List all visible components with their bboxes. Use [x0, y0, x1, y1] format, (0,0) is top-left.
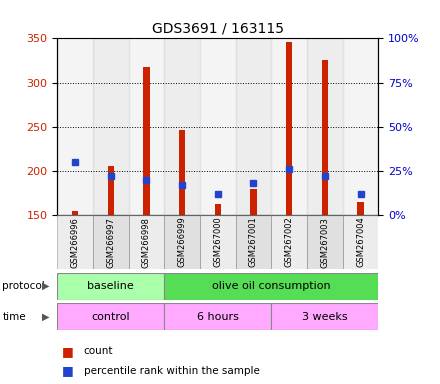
Bar	[128, 215, 164, 269]
Text: GSM267001: GSM267001	[249, 217, 258, 267]
Bar	[179, 130, 185, 215]
Bar	[215, 204, 221, 215]
Bar	[343, 38, 378, 215]
Bar	[200, 38, 236, 215]
Text: count: count	[84, 346, 113, 356]
Text: GSM267004: GSM267004	[356, 217, 365, 267]
Bar	[57, 303, 164, 330]
Text: protocol: protocol	[2, 281, 45, 291]
Text: GSM266998: GSM266998	[142, 217, 151, 268]
Text: ■: ■	[62, 345, 73, 358]
Text: GSM267000: GSM267000	[213, 217, 222, 267]
Bar	[250, 189, 257, 215]
Bar	[57, 273, 164, 300]
Text: 6 hours: 6 hours	[197, 312, 239, 322]
Text: GSM266997: GSM266997	[106, 217, 115, 268]
Text: olive oil consumption: olive oil consumption	[212, 281, 330, 291]
Title: GDS3691 / 163115: GDS3691 / 163115	[152, 22, 284, 36]
Text: percentile rank within the sample: percentile rank within the sample	[84, 366, 260, 376]
Bar	[357, 202, 364, 215]
Text: time: time	[2, 312, 26, 322]
Text: ▶: ▶	[42, 281, 50, 291]
Bar	[164, 303, 271, 330]
Bar	[72, 210, 78, 215]
Text: 3 weeks: 3 weeks	[302, 312, 348, 322]
Text: GSM267002: GSM267002	[285, 217, 293, 267]
Text: ■: ■	[62, 364, 73, 377]
Bar	[200, 215, 236, 269]
Bar	[236, 215, 271, 269]
Text: control: control	[92, 312, 130, 322]
Bar	[322, 60, 328, 215]
Text: GSM267003: GSM267003	[320, 217, 330, 268]
Bar	[107, 166, 114, 215]
Bar	[307, 38, 343, 215]
Bar	[93, 215, 128, 269]
Bar	[307, 215, 343, 269]
Bar	[271, 38, 307, 215]
Text: GSM266996: GSM266996	[70, 217, 80, 268]
Bar	[128, 38, 164, 215]
Bar	[236, 38, 271, 215]
Bar	[164, 215, 200, 269]
Bar	[343, 215, 378, 269]
Bar	[164, 273, 378, 300]
Bar	[271, 303, 378, 330]
Bar	[57, 215, 93, 269]
Bar	[271, 215, 307, 269]
Text: baseline: baseline	[88, 281, 134, 291]
Bar	[164, 38, 200, 215]
Bar	[93, 38, 128, 215]
Bar	[143, 67, 150, 215]
Bar	[57, 38, 93, 215]
Text: ▶: ▶	[42, 312, 50, 322]
Bar	[286, 42, 293, 215]
Text: GSM266999: GSM266999	[178, 217, 187, 267]
